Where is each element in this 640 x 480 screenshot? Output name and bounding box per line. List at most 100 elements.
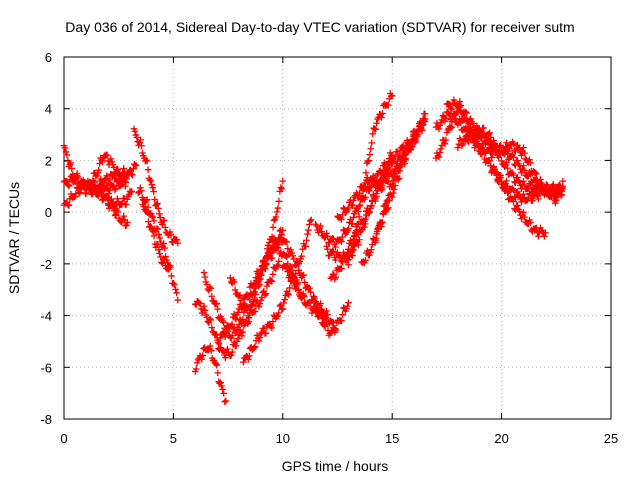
data-point <box>161 255 168 263</box>
data-point <box>401 160 409 168</box>
data-point <box>526 190 533 197</box>
data-point <box>120 212 128 220</box>
data-point <box>311 294 318 302</box>
data-point <box>497 172 504 179</box>
data-point <box>532 169 539 177</box>
data-point <box>277 184 285 191</box>
data-point <box>485 130 492 138</box>
data-point <box>89 177 97 184</box>
data-point <box>533 189 540 196</box>
data-point <box>308 309 316 317</box>
data-point <box>307 217 314 225</box>
data-point <box>156 250 163 257</box>
data-point <box>388 193 396 201</box>
data-point <box>446 101 454 108</box>
data-point <box>368 202 375 210</box>
data-point <box>268 254 276 262</box>
data-point <box>323 230 330 237</box>
data-point <box>252 274 260 281</box>
data-point <box>463 125 471 133</box>
data-point <box>520 162 527 170</box>
data-point <box>366 187 373 195</box>
data-point <box>526 156 533 164</box>
data-point <box>339 311 346 318</box>
data-point <box>457 102 465 109</box>
data-point <box>92 172 100 180</box>
data-point <box>220 319 227 326</box>
data-point <box>270 217 278 224</box>
data-point <box>520 190 527 198</box>
y-tick-label: -4 <box>40 309 52 324</box>
data-point <box>494 175 501 183</box>
data-point <box>146 222 154 230</box>
data-point <box>372 193 380 200</box>
data-point <box>245 314 253 321</box>
data-point <box>251 288 258 296</box>
data-point <box>138 142 145 150</box>
data-point <box>364 158 372 165</box>
data-point <box>496 149 503 157</box>
data-point <box>273 208 281 216</box>
data-point <box>143 206 150 214</box>
data-point <box>214 305 221 313</box>
data-point <box>174 296 182 304</box>
data-point <box>367 145 375 153</box>
data-point <box>97 186 104 194</box>
data-point <box>120 165 127 172</box>
data-point <box>286 284 294 292</box>
data-point <box>133 134 141 141</box>
data-point <box>344 302 351 310</box>
data-point <box>131 127 139 135</box>
data-point <box>378 185 386 193</box>
data-series <box>279 262 330 323</box>
data-point <box>520 208 527 216</box>
data-point <box>342 230 349 238</box>
data-point <box>262 329 270 337</box>
data-point <box>503 159 510 166</box>
data-point <box>544 182 551 189</box>
data-point <box>355 213 363 221</box>
data-point <box>220 390 228 397</box>
data-point <box>107 199 115 206</box>
data-point <box>103 151 111 159</box>
data-point <box>302 243 309 250</box>
data-point <box>112 185 120 192</box>
data-point <box>154 200 161 207</box>
data-point <box>462 108 470 116</box>
data-point <box>419 115 427 122</box>
data-point <box>98 190 105 198</box>
data-point <box>345 225 352 232</box>
y-tick-label: 6 <box>45 50 52 65</box>
data-point <box>463 109 471 117</box>
data-point <box>514 141 521 149</box>
data-point <box>272 213 280 221</box>
data-point <box>300 293 308 300</box>
data-point <box>172 286 179 293</box>
data-point <box>82 190 90 198</box>
data-point <box>64 181 72 189</box>
data-point <box>332 243 339 251</box>
data-point <box>321 234 328 241</box>
data-point <box>299 290 307 298</box>
data-point <box>491 140 498 147</box>
data-point <box>238 320 246 328</box>
data-point <box>506 145 513 152</box>
data-point <box>526 180 533 187</box>
data-point <box>108 158 116 166</box>
data-point <box>213 300 220 307</box>
data-point <box>348 249 355 256</box>
data-point <box>317 307 324 314</box>
data-point <box>527 181 534 189</box>
data-point <box>367 246 375 253</box>
data-point <box>487 134 494 141</box>
data-point <box>103 194 110 201</box>
data-point <box>221 398 229 405</box>
data-point <box>486 157 493 164</box>
data-point <box>250 280 258 288</box>
data-point <box>256 334 264 341</box>
data-point <box>350 197 357 204</box>
data-point <box>355 208 362 215</box>
x-axis-label: GPS time / hours <box>282 458 389 474</box>
data-point <box>394 176 402 183</box>
data-point <box>155 246 163 253</box>
